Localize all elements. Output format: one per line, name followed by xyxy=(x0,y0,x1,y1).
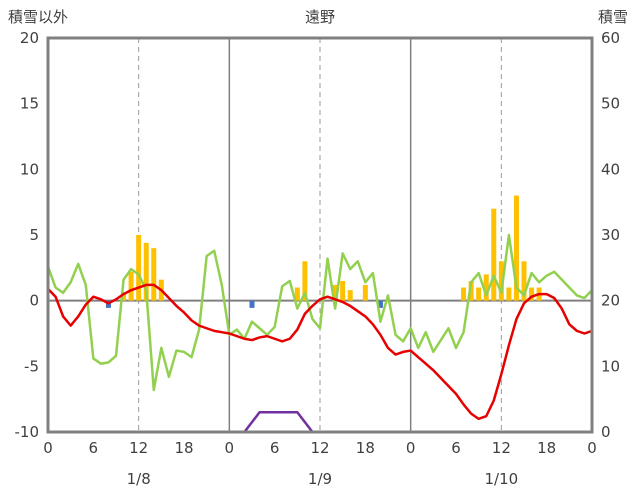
snowfall-bars-bar xyxy=(498,261,504,301)
green-indicator-line xyxy=(46,233,594,392)
snowfall-bars-bar xyxy=(483,274,489,301)
snowfall-bars-bar xyxy=(128,271,134,301)
right-axis-tick-label: 60 xyxy=(601,29,620,47)
right-axis-tick-label: 10 xyxy=(601,357,620,375)
plot-border xyxy=(46,36,594,434)
rain-bars-bar xyxy=(377,300,383,308)
x-axis-tick-label: 0 xyxy=(406,439,416,457)
left-axis-title: 積雪以外 xyxy=(8,8,69,26)
x-axis-tick-label: 18 xyxy=(174,439,193,457)
left-axis-tick-label: 5 xyxy=(29,226,39,244)
x-axis-date-label: 1/8 xyxy=(127,470,151,488)
left-axis-tick-label: -5 xyxy=(24,357,39,375)
left-axis-tick-label: 15 xyxy=(20,95,39,113)
snowfall-bars-bar xyxy=(136,235,142,301)
left-axis-tick-label: -10 xyxy=(15,423,40,441)
x-axis-tick-label: 0 xyxy=(587,439,597,457)
snowfall-bars-bar xyxy=(143,242,149,301)
left-axis-tick-label: 20 xyxy=(20,29,39,47)
rain-bars-bar xyxy=(249,300,255,308)
snowfall-bars-bar xyxy=(468,280,474,301)
snowfall-bars-bar xyxy=(521,261,527,301)
right-axis-tick-label: 30 xyxy=(601,226,620,244)
snowfall-bars-bar xyxy=(340,280,346,301)
x-axis-tick-label: 12 xyxy=(492,439,511,457)
snowfall-bars-bar xyxy=(513,195,519,301)
chart-title: 遠野 xyxy=(304,8,335,26)
right-axis-tick-label: 20 xyxy=(601,292,620,310)
right-axis-tick-label: 50 xyxy=(601,95,620,113)
snowfall-bars-bar xyxy=(151,248,157,301)
x-axis-tick-label: 6 xyxy=(451,439,461,457)
x-axis-tick-label: 12 xyxy=(129,439,148,457)
snowfall-bars-bar xyxy=(506,287,512,301)
x-axis-tick-label: 0 xyxy=(43,439,53,457)
x-axis-tick-label: 0 xyxy=(225,439,235,457)
snowfall-bars-bar xyxy=(294,287,300,301)
snowfall-bars-bar xyxy=(476,287,482,301)
snowfall-bars-bar xyxy=(347,290,353,301)
snowfall-bars-bar xyxy=(529,287,535,301)
left-axis-tick-label: 10 xyxy=(20,160,39,178)
snowfall-bars-bar xyxy=(461,287,467,301)
x-axis-tick-label: 18 xyxy=(356,439,375,457)
snowfall-bars-bar xyxy=(121,292,127,301)
x-axis-tick-label: 6 xyxy=(270,439,280,457)
snowfall-bars-bar xyxy=(332,284,338,301)
snowfall-bars-bar xyxy=(362,284,368,301)
x-axis-date-label: 1/9 xyxy=(308,470,332,488)
left-axis-tick-label: 0 xyxy=(29,292,39,310)
snowfall-bars-bar xyxy=(302,261,308,301)
right-axis-tick-label: 40 xyxy=(601,160,620,178)
right-axis-title: 積雪 xyxy=(597,8,628,26)
x-axis-tick-label: 18 xyxy=(537,439,556,457)
right-axis-tick-label: 0 xyxy=(601,423,611,441)
x-axis-tick-label: 12 xyxy=(310,439,329,457)
snowfall-bars-bar xyxy=(491,208,497,301)
temperature-line xyxy=(46,283,594,421)
x-axis-tick-label: 6 xyxy=(89,439,99,457)
x-axis-date-label: 1/10 xyxy=(484,470,518,488)
